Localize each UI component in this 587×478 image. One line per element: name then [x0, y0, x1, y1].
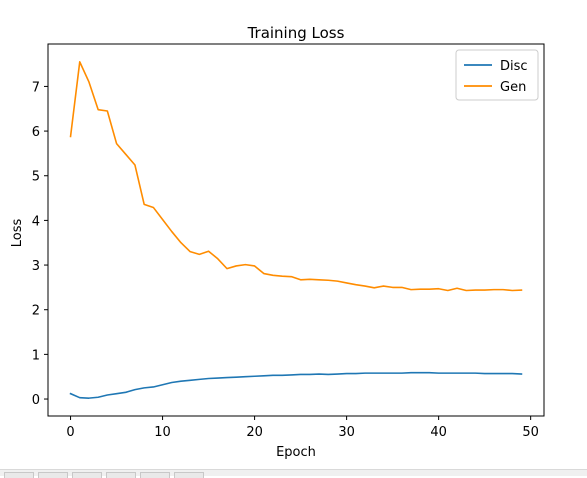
axis-ticks: 0 10 20 30 40 50 0 1 2 3 4 5 6 7 [32, 80, 539, 440]
toolbar-button[interactable] [106, 472, 136, 478]
series-line-gen [69, 61, 523, 292]
plot-area [47, 43, 545, 417]
y-tick-label: 7 [32, 80, 40, 95]
legend-box [455, 49, 539, 101]
toolbar-button[interactable] [140, 472, 170, 478]
toolbar-button[interactable] [174, 472, 204, 478]
x-tick-label: 10 [154, 425, 171, 440]
legend-label-disc: Disc [500, 59, 528, 74]
y-tick-label: 6 [32, 125, 40, 140]
y-tick-label: 4 [32, 214, 40, 229]
x-tick-label: 30 [338, 425, 355, 440]
y-tick-label: 2 [32, 304, 40, 319]
y-tick-label: 1 [32, 348, 40, 363]
x-tick-label: 20 [246, 425, 263, 440]
y-tick-label: 5 [32, 170, 40, 185]
chart-title: Training Loss [247, 24, 345, 42]
toolbar-button[interactable] [72, 472, 102, 478]
series-line-disc [69, 371, 523, 399]
y-tick-label: 0 [32, 393, 40, 408]
y-tick-label: 3 [32, 259, 40, 274]
x-axis-label: Epoch [276, 445, 316, 460]
toolbar-button[interactable] [4, 472, 34, 478]
toolbar-button[interactable] [38, 472, 68, 478]
x-tick-label: 50 [522, 425, 539, 440]
x-tick-label: 0 [66, 425, 74, 440]
legend: Disc Gen [455, 49, 539, 101]
legend-label-gen: Gen [500, 80, 526, 95]
y-axis-label: Loss [10, 219, 25, 248]
x-tick-label: 40 [430, 425, 447, 440]
axes-frame [47, 43, 545, 417]
